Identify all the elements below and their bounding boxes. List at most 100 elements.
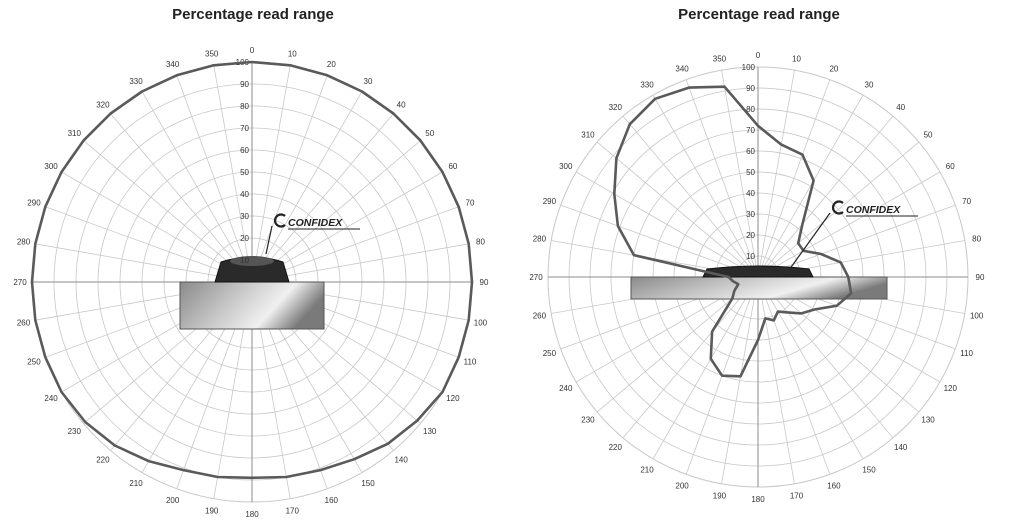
angle-tick-label: 230 <box>68 427 82 436</box>
angle-tick-label: 310 <box>581 130 595 139</box>
data-point <box>141 90 143 93</box>
data-point <box>737 283 740 285</box>
angle-tick-label: 70 <box>962 197 971 206</box>
angle-tick-label: 120 <box>944 384 958 393</box>
angle-tick-label: 130 <box>423 427 437 436</box>
data-point <box>820 253 822 255</box>
logo-icon <box>831 200 844 215</box>
logo-leader-line <box>788 212 831 271</box>
angle-tick-label: 320 <box>609 103 623 112</box>
radial-tick-label: 20 <box>746 231 755 240</box>
angle-tick-label: 280 <box>17 238 31 247</box>
angle-tick-label: 90 <box>480 278 489 287</box>
angle-tick-label: 190 <box>205 506 219 515</box>
radial-tick-label: 30 <box>240 212 249 221</box>
angle-tick-label: 150 <box>862 465 876 474</box>
data-point <box>801 153 804 156</box>
data-point <box>847 276 850 278</box>
polar-chart-left: Percentage read range 0 10 20 30 40 50 60 70 80 9… <box>13 6 489 519</box>
data-point <box>289 64 292 67</box>
angle-tick-label: 310 <box>68 129 82 138</box>
angle-tick-label: 90 <box>976 273 985 282</box>
angle-tick-label: 220 <box>96 456 110 465</box>
logo-icon <box>273 213 286 228</box>
angle-tick-label: 100 <box>970 312 984 321</box>
data-point <box>467 242 470 245</box>
angle-tick-label: 240 <box>559 384 573 393</box>
data-point <box>721 374 723 377</box>
data-point <box>850 292 852 295</box>
angle-tick-label: 190 <box>713 492 727 501</box>
data-point <box>44 205 47 208</box>
mounting-plate <box>179 281 325 330</box>
polar-chart-right: Percentage read range 0 10 20 30 40 50 60 70 80 9… <box>506 0 1012 520</box>
polar-grid-spoke <box>45 206 253 283</box>
polar-grid-spoke <box>251 75 328 283</box>
chart-title: Percentage read range <box>172 6 334 23</box>
angle-tick-label: 280 <box>533 234 547 243</box>
angle-tick-label: 240 <box>44 394 58 403</box>
angle-tick-label: 10 <box>288 50 297 59</box>
radial-tick-label: 50 <box>746 168 755 177</box>
angle-tick-label: 170 <box>790 492 804 501</box>
data-point <box>251 61 253 63</box>
angle-tick-label: 290 <box>543 197 557 206</box>
data-point <box>723 85 726 88</box>
angle-tick-label: 200 <box>675 482 689 491</box>
angle-tick-label: 290 <box>27 199 41 208</box>
data-point <box>216 476 219 478</box>
data-point <box>60 391 63 393</box>
radial-tick-label: 100 <box>742 63 756 72</box>
polar-grid-spoke <box>757 94 864 278</box>
data-point <box>800 312 803 315</box>
data-point <box>44 356 47 359</box>
polar-grid-spoke <box>757 276 795 484</box>
polar-grid-spoke <box>251 140 421 283</box>
data-point <box>392 112 395 115</box>
angle-tick-label: 250 <box>27 357 41 366</box>
data-point <box>361 90 363 93</box>
data-point <box>467 319 470 322</box>
angle-tick-label: 60 <box>448 162 457 171</box>
data-point <box>813 308 816 311</box>
polar-grid-spoke <box>757 171 941 278</box>
radial-tick-label: 80 <box>746 105 755 114</box>
radial-tick-label: 60 <box>746 147 755 156</box>
data-point <box>709 358 712 360</box>
polar-grid-spoke <box>251 91 363 283</box>
polar-grid-spoke <box>251 65 291 283</box>
radial-tick-label: 40 <box>240 190 249 199</box>
data-point <box>84 421 86 423</box>
angle-tick-label: 350 <box>205 50 219 59</box>
angle-tick-label: 320 <box>96 100 110 109</box>
radial-tick-label: 80 <box>240 102 249 111</box>
angle-tick-label: 340 <box>675 64 689 73</box>
data-point <box>31 281 33 283</box>
polar-grid-spoke <box>575 171 759 278</box>
data-point <box>34 242 37 245</box>
angle-tick-label: 60 <box>946 162 955 171</box>
polar-grid-spoke <box>35 243 253 283</box>
data-point <box>441 391 444 393</box>
data-point <box>711 330 713 333</box>
polar-grid-spoke <box>652 94 759 278</box>
angle-tick-label: 100 <box>474 318 488 327</box>
angle-tick-label: 140 <box>894 443 908 452</box>
data-point <box>731 297 734 300</box>
polar-grid-spoke <box>251 206 459 283</box>
angle-tick-label: 50 <box>924 130 933 139</box>
data-point <box>114 444 116 447</box>
angle-tick-label: 150 <box>361 479 375 488</box>
angle-tick-label: 300 <box>44 162 58 171</box>
radial-tick-label: 90 <box>746 84 755 93</box>
radial-tick-label: 20 <box>240 234 249 243</box>
angle-tick-label: 110 <box>464 357 477 366</box>
data-point <box>786 311 789 314</box>
angle-tick-label: 70 <box>466 199 475 208</box>
angle-tick-label: 250 <box>543 349 557 358</box>
radial-tick-label: 60 <box>240 146 249 155</box>
data-point <box>688 86 690 89</box>
data-point <box>801 223 804 225</box>
data-point <box>757 125 759 127</box>
angle-tick-label: 160 <box>827 482 841 491</box>
